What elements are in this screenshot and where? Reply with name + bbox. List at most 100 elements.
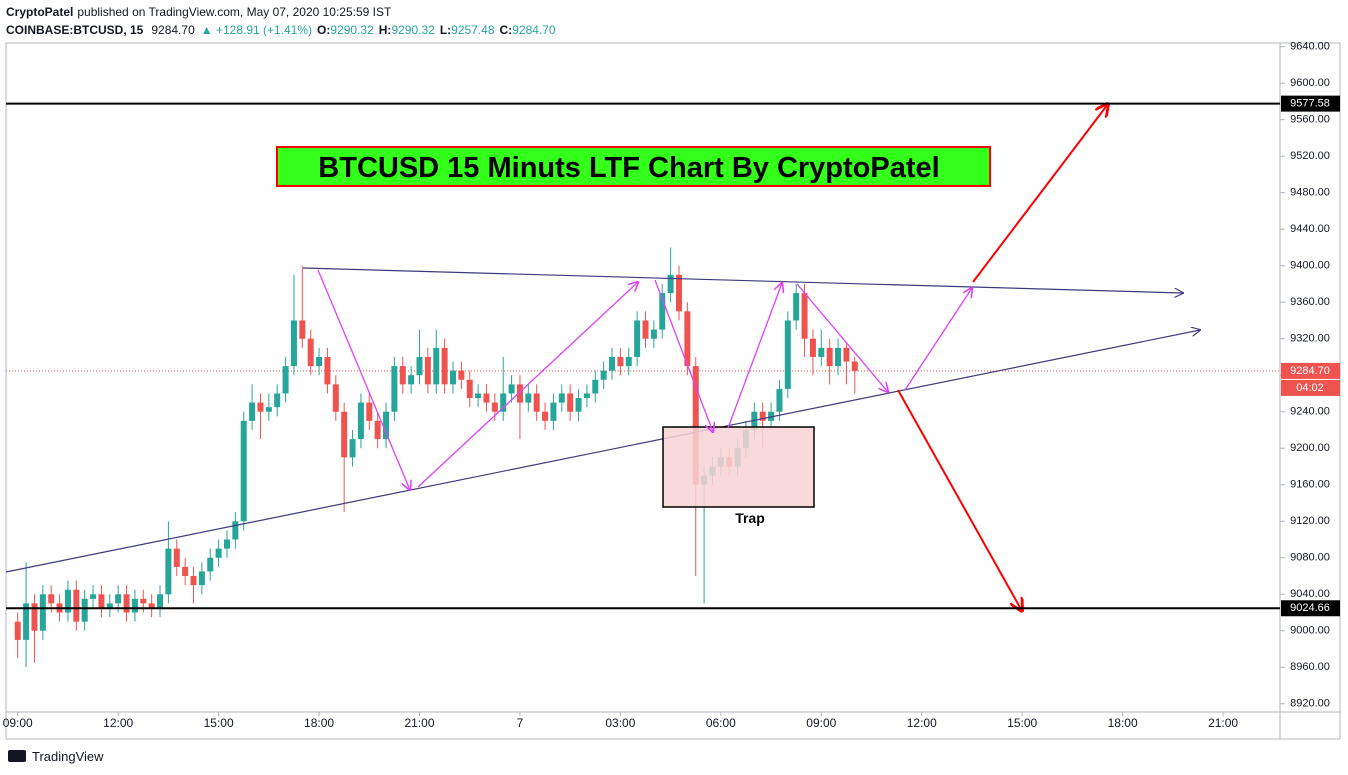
candle-body: [257, 402, 264, 412]
y-tick-label: 9160.00: [1290, 479, 1330, 491]
candle-body: [475, 393, 482, 399]
published: published on TradingView.com, May 07, 20…: [77, 5, 392, 19]
candle-body: [843, 347, 850, 362]
symbol: COINBASE:BTCUSD, 15: [6, 23, 144, 37]
trendline: [302, 267, 1183, 293]
candle-body: [458, 370, 465, 380]
target-arrow: [972, 104, 1108, 283]
candle-body: [433, 347, 440, 385]
change: ▲ +128.91 (+1.41%): [201, 23, 312, 37]
candle-body: [558, 393, 565, 403]
candle-body: [675, 274, 682, 312]
x-tick-label: 12:00: [103, 716, 133, 730]
ohlc-value: 9290.32: [330, 23, 374, 37]
candle-body: [550, 402, 557, 421]
countdown: 04:02: [1296, 382, 1324, 394]
candle-body: [399, 366, 406, 385]
candle-body: [182, 566, 189, 577]
header-line2: COINBASE:BTCUSD, 15 9284.70 ▲ +128.91 (+1.…: [6, 23, 556, 37]
y-tick-label: 9600.00: [1290, 77, 1330, 89]
candle-body: [223, 539, 230, 549]
trap-label: Trap: [735, 510, 765, 526]
ohlc-value: 9257.48: [451, 23, 495, 37]
y-tick-label: 9480.00: [1290, 187, 1330, 199]
candle-body: [341, 411, 348, 458]
path-arrow: [417, 282, 638, 488]
candle-body: [508, 384, 515, 394]
x-tick-label: 21:00: [1208, 716, 1238, 730]
candle-body: [215, 548, 222, 558]
price: 9284.70: [151, 23, 195, 37]
brand-logo: [8, 750, 26, 762]
y-tick-label: 9640.00: [1290, 41, 1330, 53]
brand: TradingView: [8, 749, 104, 764]
candle-body: [416, 356, 423, 376]
path-arrow: [796, 283, 888, 392]
candle-body: [349, 439, 356, 458]
x-tick-label: 15:00: [1007, 716, 1037, 730]
path-arrow: [727, 283, 782, 429]
candle-body: [500, 393, 507, 412]
candle-body: [324, 356, 331, 385]
x-tick-label: 18:00: [304, 716, 334, 730]
candle-body: [583, 393, 590, 399]
y-tick-label: 9240.00: [1290, 406, 1330, 418]
candle-body: [466, 379, 473, 399]
candle-body: [835, 347, 842, 367]
candle-body: [290, 320, 297, 367]
author: CryptoPatel: [6, 5, 73, 19]
ohlc-label: O:: [317, 23, 330, 37]
candle-body: [157, 594, 164, 608]
last-price-label: 9284.70: [1290, 365, 1330, 377]
y-tick-label: 9520.00: [1290, 150, 1330, 162]
candle-body: [332, 384, 339, 412]
y-tick-label: 9360.00: [1290, 296, 1330, 308]
path-arrow: [654, 279, 713, 432]
candle-body: [357, 402, 364, 440]
candle-body: [131, 598, 138, 613]
candle-body: [391, 366, 398, 412]
level-label-bg: [1281, 600, 1340, 617]
x-tick-label: 12:00: [907, 716, 937, 730]
y-tick-label: 9560.00: [1290, 114, 1330, 126]
candle-body: [449, 370, 456, 385]
candle-body: [140, 598, 147, 604]
ohlc-label: C:: [500, 23, 513, 37]
candle-body: [366, 402, 373, 421]
candle-body: [274, 393, 281, 408]
y-tick-label: 9080.00: [1290, 552, 1330, 564]
y-tick-label: 9120.00: [1290, 515, 1330, 527]
candle-body: [190, 576, 197, 586]
candle-body: [634, 320, 641, 357]
y-tick-label: 8960.00: [1290, 661, 1330, 673]
candle-body: [173, 548, 180, 567]
ohlc-label: L:: [440, 23, 451, 37]
candle-body: [625, 356, 632, 367]
level-label-bg: [1281, 95, 1340, 112]
plot: 8920.00 8960.00 9000.00 9040.00 9080.00 9120.…: [3, 41, 1330, 731]
candle-body: [115, 594, 122, 604]
candle-body: [525, 393, 532, 403]
x-tick-label: 21:00: [404, 716, 434, 730]
candle-body: [424, 356, 431, 385]
candle-body: [793, 293, 800, 321]
candle-body: [692, 366, 699, 485]
candle-body: [383, 411, 390, 440]
candle-body: [198, 571, 205, 586]
candle-body: [307, 338, 314, 367]
x-tick-label: 09:00: [3, 716, 33, 730]
candle-body: [73, 589, 80, 622]
ohlc-label: H:: [379, 23, 392, 37]
title-box: [276, 146, 991, 187]
level-label: 9024.66: [1290, 602, 1330, 614]
y-tick-label: 9440.00: [1290, 223, 1330, 235]
x-tick-label: 09:00: [806, 716, 836, 730]
candle-body: [123, 594, 130, 613]
candle-body: [516, 384, 523, 403]
drawings: Trap: [5, 104, 1200, 611]
candle-body: [642, 320, 649, 339]
candle-body: [684, 311, 691, 367]
trap-box: [662, 426, 815, 508]
candle-body: [282, 366, 289, 394]
